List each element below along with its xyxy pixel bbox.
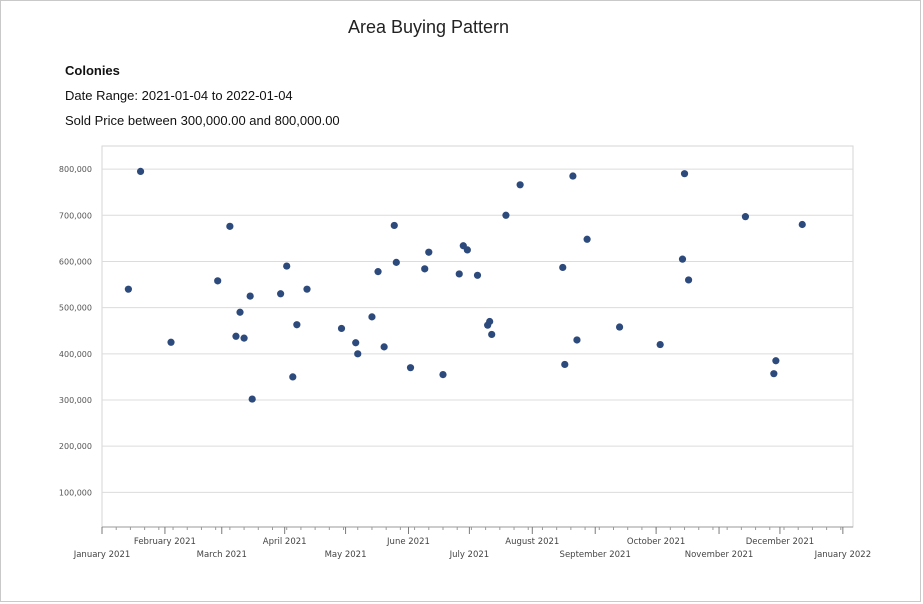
data-point [380,343,388,351]
data-point [741,213,750,221]
y-tick-label: 400,000 [59,350,92,359]
data-point [352,339,360,347]
x-tick-label: December 2021 [746,537,814,547]
data-point [293,321,301,329]
data-point [246,292,254,300]
data-point [439,371,447,379]
x-tick-label: September 2021 [560,550,631,560]
data-point [573,336,581,344]
x-tick-label: May 2021 [325,550,367,560]
data-point [390,221,398,230]
data-point [421,265,429,273]
data-point [374,268,382,276]
data-point [337,324,346,333]
data-point [772,357,780,365]
data-point [248,395,256,403]
y-tick-label: 300,000 [59,396,92,405]
data-point [569,172,577,180]
data-point [406,364,415,372]
data-point [236,308,244,316]
x-tick-label: January 2022 [814,550,872,560]
data-point [559,263,567,272]
y-tick-label: 800,000 [59,165,92,174]
data-point [488,330,496,339]
data-point [226,222,234,230]
data-point [684,276,693,284]
plot-area [101,145,854,528]
date-range-label: Date Range: 2021-01-04 to 2022-01-04 [65,88,293,103]
data-point [798,220,806,229]
y-tick-label: 700,000 [59,211,92,220]
data-point [502,211,510,219]
data-point [463,246,471,254]
data-point [136,167,145,175]
data-point [561,360,569,369]
data-point [277,290,285,298]
data-point [303,285,311,293]
x-tick-label: November 2021 [685,550,754,560]
x-tick-label: August 2021 [505,537,559,547]
y-axis: 100,000 200,000 300,000 400,000 500,000 600,0… [59,165,92,497]
data-points [124,167,806,403]
data-point [368,313,376,321]
data-point [354,350,362,358]
x-tick-label: October 2021 [627,537,685,547]
y-tick-label: 200,000 [59,442,92,451]
data-point [167,338,175,346]
data-point [680,170,689,178]
x-tick-label: February 2021 [134,537,196,547]
data-point [770,370,778,378]
chart-title: Area Buying Pattern [347,17,510,37]
data-point [214,277,222,285]
data-point [656,340,664,349]
y-tick-label: 600,000 [59,257,92,266]
data-point [615,323,624,331]
data-point [392,258,400,266]
data-point [516,181,524,189]
data-point [486,317,494,326]
x-tick-label: July 2021 [449,550,490,560]
x-tick-label: January 2021 [73,550,131,560]
x-tick-label: June 2021 [386,537,430,547]
data-point [455,270,463,278]
gridlines [102,168,853,493]
data-point [425,248,433,256]
data-point [678,255,687,263]
data-point [283,262,291,270]
x-tick-label: April 2021 [263,537,307,547]
x-tick-label: March 2021 [197,550,247,560]
price-range-label: Sold Price between 300,000.00 and 800,00… [65,113,340,128]
data-point [473,271,482,279]
data-point [240,334,248,342]
area-name: Colonies [65,63,120,78]
data-point [232,332,240,340]
y-tick-label: 500,000 [59,304,92,313]
data-point [583,235,591,243]
data-point [124,285,132,293]
y-tick-label: 100,000 [59,488,92,497]
data-point [289,373,297,381]
